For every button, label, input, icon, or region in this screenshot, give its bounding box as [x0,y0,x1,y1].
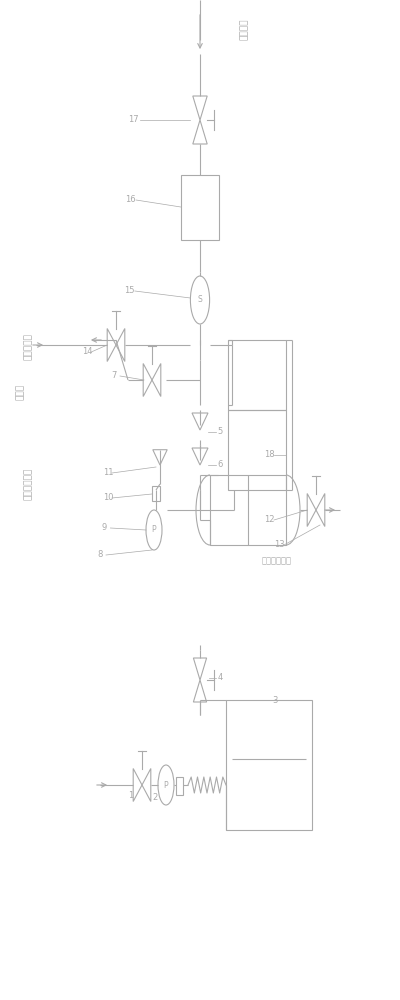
Text: 16: 16 [125,195,136,204]
Text: 17: 17 [128,115,139,124]
Text: 1: 1 [128,791,133,800]
Text: 8: 8 [97,550,102,559]
Bar [152,486,160,501]
Text: 尾气排放口: 尾气排放口 [24,333,33,360]
Bar [210,475,286,545]
Text: 4: 4 [217,673,222,682]
Text: 18: 18 [264,450,275,459]
Text: 11: 11 [103,468,114,477]
Text: 13: 13 [274,540,285,549]
Bar [228,340,286,410]
Bar [228,410,286,490]
Text: 15: 15 [124,286,134,295]
Text: 9: 9 [102,523,107,532]
Text: P: P [164,780,168,790]
Text: 5: 5 [217,427,222,436]
Text: 14: 14 [82,347,92,356]
Bar [226,700,312,830]
Text: P: P [152,526,156,534]
Text: 增压气体输出: 增压气体输出 [24,468,33,500]
Text: 12: 12 [264,515,274,524]
Text: 6: 6 [217,460,222,469]
Text: 10: 10 [103,493,114,502]
Text: 驱动气: 驱动气 [16,384,25,400]
Text: 7: 7 [111,371,116,380]
Bar [176,777,183,795]
Text: 2: 2 [152,793,157,802]
Text: 气、液排放口: 气、液排放口 [262,556,292,565]
Text: 3: 3 [272,696,277,705]
Text: S: S [198,296,202,304]
Text: 试验用气: 试验用气 [240,18,249,40]
Bar [181,175,219,240]
